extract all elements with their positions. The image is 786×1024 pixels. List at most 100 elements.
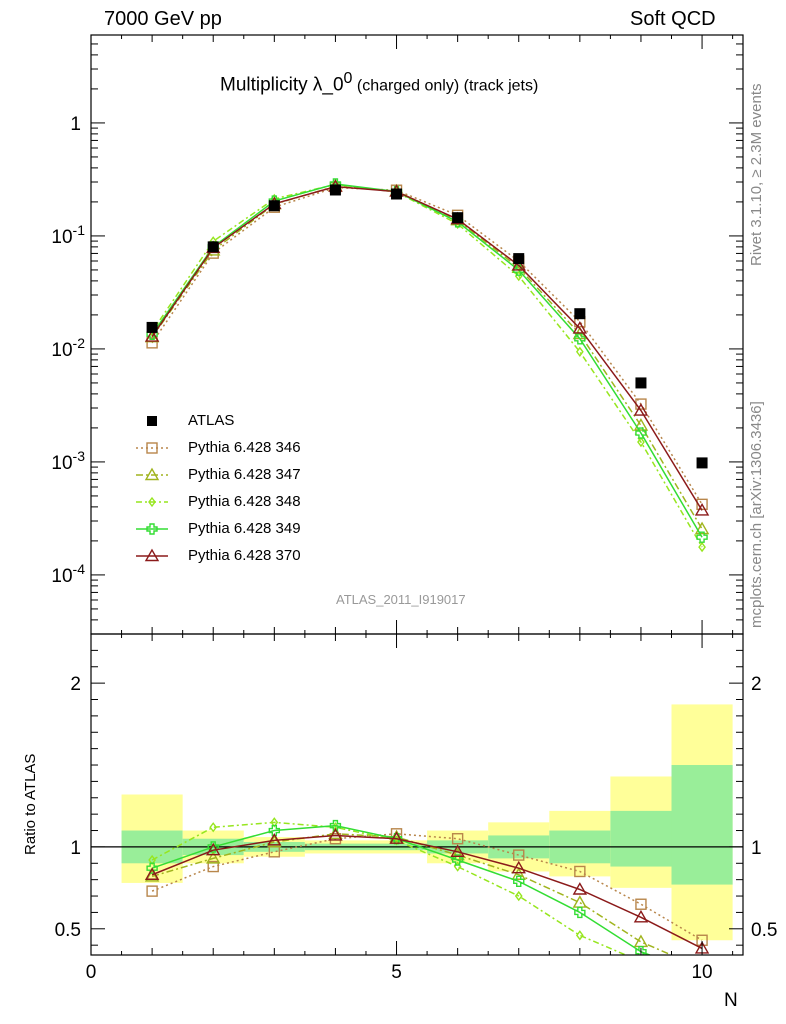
ratio-point-s370 <box>206 842 221 856</box>
analysis-watermark: ATLAS_2011_I919017 <box>336 592 466 607</box>
ratio-point-s348 <box>514 890 523 902</box>
ratio-y-tick-label-right: 2 <box>751 674 762 695</box>
ratio-point-s346 <box>451 833 464 845</box>
legend-item-347: Pythia 6.428 347 <box>136 464 396 486</box>
ratio-y-tick-label-right: 1 <box>751 838 762 859</box>
ratio-y-axis-label: Ratio to ATLAS <box>22 753 39 855</box>
legend-marker-348 <box>136 496 168 508</box>
ratio-point-s347 <box>206 850 221 864</box>
ratio-y-tick-label-left: 2 <box>70 674 81 695</box>
main-y-tick-label: 1 <box>70 114 81 135</box>
x-tick-label: 10 <box>691 962 712 983</box>
ratio-line-s348 <box>151 821 628 955</box>
plot-title-suffix: (charged only) (track jets) <box>352 77 539 95</box>
legend-marker-349 <box>136 523 168 535</box>
legend-label-atlas: ATLAS <box>188 412 235 429</box>
ratio-line-s370 <box>151 834 703 950</box>
ratio-point-s349 <box>513 875 525 888</box>
main-point-s370 <box>572 321 588 334</box>
main-point-s370 <box>694 502 710 516</box>
main-point-s349 <box>574 333 586 345</box>
legend-label-346: Pythia 6.428 346 <box>188 439 301 456</box>
ratio-point-s348 <box>209 822 218 833</box>
legend-label-348: Pythia 6.428 348 <box>188 493 301 510</box>
ratio-point-s349 <box>635 946 647 955</box>
atlas-data-point <box>207 241 219 253</box>
main-point-s347 <box>694 521 710 535</box>
ratio-point-s370 <box>267 832 282 846</box>
main-y-tick-label: 10-4 <box>51 561 85 587</box>
main-point-s348 <box>575 346 584 357</box>
main-line-s346 <box>151 186 703 505</box>
ratio-point-s349 <box>451 854 464 866</box>
ratio-y-tick-label-left: 0.5 <box>55 920 81 941</box>
legend-marker-346 <box>136 442 168 454</box>
atlas-data-point <box>268 200 280 212</box>
ratio-point-s346 <box>513 849 525 861</box>
ratio-point-s349 <box>207 841 219 853</box>
legend-point-s349 <box>146 523 158 535</box>
main-point-s370 <box>633 403 649 416</box>
main-y-tick-label: 10-2 <box>51 335 85 361</box>
ratio-point-s346 <box>146 885 158 897</box>
mcplots-label: mcplots.cern.ch [arXiv:1306.3436] <box>748 401 765 628</box>
legend-point-s346 <box>146 442 158 454</box>
legend-label-349: Pythia 6.428 349 <box>188 520 301 537</box>
ratio-point-s347 <box>328 826 343 840</box>
atlas-data-point <box>391 188 403 200</box>
ratio-point-s347 <box>572 895 588 908</box>
main-point-s370 <box>511 258 526 271</box>
atlas-data-point <box>329 184 341 196</box>
legend-item-atlas: ATLAS <box>136 410 396 432</box>
atlas-data-point <box>513 253 525 265</box>
ratio-point-s347 <box>144 868 160 882</box>
ratio-point-s349 <box>268 824 281 837</box>
atlas-data-point <box>452 212 464 224</box>
main-point-s349 <box>696 531 708 543</box>
ratio-point-s348 <box>638 958 644 966</box>
header-left: 7000 GeV pp <box>104 8 222 30</box>
ratio-point-s346 <box>635 898 647 910</box>
ratio-line-s346 <box>151 833 703 941</box>
atlas-data-point <box>574 308 586 320</box>
legend-point-s370 <box>144 548 160 562</box>
x-tick-label: 0 <box>86 962 97 983</box>
legend-item-348: Pythia 6.428 348 <box>136 491 396 513</box>
ratio-point-s370 <box>572 882 588 895</box>
ratio-point-s370 <box>450 844 465 858</box>
ratio-point-s349 <box>329 819 342 832</box>
main-point-s349 <box>635 427 647 439</box>
main-point-s346 <box>146 337 158 349</box>
main-line-s349 <box>151 183 703 538</box>
rivet-label: Rivet 3.1.10, ≥ 2.3M events <box>748 83 765 267</box>
ratio-point-s370 <box>144 867 160 880</box>
legend-marker-347 <box>136 467 168 481</box>
ratio-point-s348 <box>575 930 584 941</box>
main-y-tick-label: 10-1 <box>51 222 85 248</box>
legend-item-346: Pythia 6.428 346 <box>136 437 396 459</box>
ratio-point-s346 <box>574 865 586 878</box>
ratio-line-s347 <box>151 833 674 955</box>
axis-ticks <box>90 34 743 955</box>
legend-item-370: Pythia 6.428 370 <box>136 545 396 567</box>
ratio-series-group <box>144 817 710 966</box>
ratio-y-tick-label-right: 0.5 <box>751 920 777 941</box>
plot-title-sup: 0 <box>343 70 353 87</box>
ratio-point-s348 <box>270 817 279 828</box>
main-point-s347 <box>633 418 649 431</box>
legend-item-349: Pythia 6.428 349 <box>136 518 396 540</box>
atlas-data-point <box>635 377 647 389</box>
main-point-s348 <box>698 541 706 553</box>
ratio-frame <box>90 633 744 956</box>
legend-point-s348 <box>148 496 156 508</box>
main-line-s370 <box>151 185 703 511</box>
x-axis-label: N <box>724 990 738 1011</box>
legend-marker-370 <box>136 548 168 562</box>
ratio-point-s347 <box>511 867 526 880</box>
main-point-s348 <box>637 436 645 448</box>
legend-label-347: Pythia 6.428 347 <box>188 466 301 483</box>
header-right: Soft QCD <box>630 8 716 30</box>
main-y-tick-label: 10-3 <box>51 448 85 474</box>
band-inner-bin <box>610 810 672 867</box>
